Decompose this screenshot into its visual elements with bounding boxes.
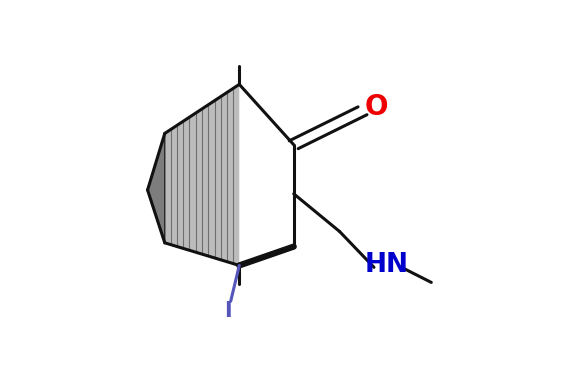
Text: O: O — [365, 93, 389, 121]
Text: I: I — [224, 301, 232, 321]
Polygon shape — [147, 133, 165, 243]
Text: HN: HN — [365, 252, 408, 279]
Polygon shape — [165, 84, 239, 266]
